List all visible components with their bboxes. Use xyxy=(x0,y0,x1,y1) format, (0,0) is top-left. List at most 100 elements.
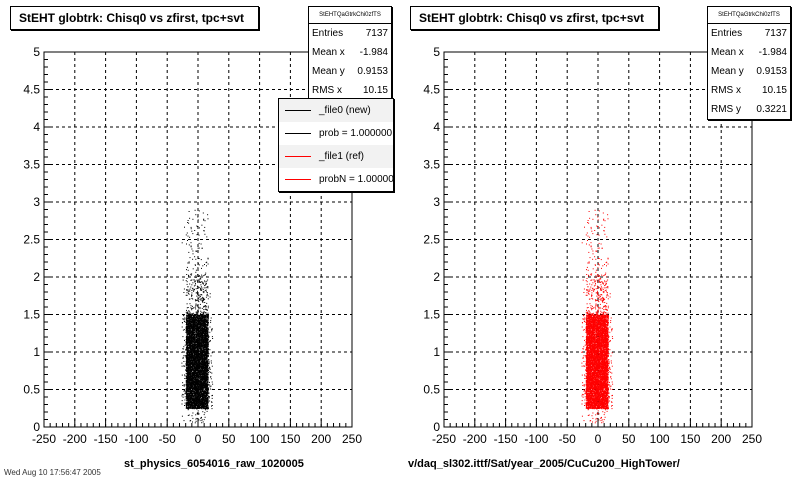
data-point xyxy=(201,365,203,367)
data-point xyxy=(183,292,185,293)
data-point xyxy=(207,402,209,404)
data-point xyxy=(203,326,205,328)
y-tick-label: 0.5 xyxy=(23,383,40,397)
data-point xyxy=(187,389,189,391)
data-point xyxy=(204,397,206,399)
data-point xyxy=(196,404,198,406)
data-point xyxy=(186,243,187,245)
data-point xyxy=(192,279,194,281)
data-point xyxy=(201,274,203,276)
data-point xyxy=(205,329,207,331)
data-point xyxy=(190,333,192,335)
data-point xyxy=(198,301,200,303)
data-point xyxy=(205,272,207,274)
data-point xyxy=(201,331,202,333)
data-point xyxy=(205,309,207,311)
data-point xyxy=(199,334,201,336)
data-point xyxy=(201,294,203,296)
data-point xyxy=(203,419,205,421)
data-point xyxy=(201,398,203,400)
data-point xyxy=(189,290,191,292)
data-point xyxy=(196,225,198,227)
data-point xyxy=(201,336,203,338)
data-point xyxy=(189,310,191,312)
data-point xyxy=(189,362,191,364)
data-point xyxy=(186,364,188,366)
data-point xyxy=(200,336,202,338)
data-point xyxy=(204,280,206,282)
data-point xyxy=(189,354,191,356)
data-point xyxy=(186,391,188,393)
y-tick-label: 1.5 xyxy=(23,308,40,322)
data-point xyxy=(199,403,201,405)
data-point xyxy=(191,248,193,250)
data-point xyxy=(186,344,188,346)
data-point xyxy=(206,400,208,402)
data-point xyxy=(193,332,195,334)
data-point xyxy=(201,327,203,329)
data-point xyxy=(186,351,188,353)
data-point xyxy=(188,379,190,381)
data-point xyxy=(202,289,204,290)
data-point xyxy=(181,403,183,405)
data-point xyxy=(186,383,188,385)
data-point xyxy=(184,405,185,406)
data-point xyxy=(206,364,208,366)
data-point xyxy=(198,370,199,372)
data-point xyxy=(194,354,196,356)
data-point xyxy=(183,389,185,390)
data-point xyxy=(187,379,188,381)
data-point xyxy=(194,329,196,331)
data-point xyxy=(197,310,199,312)
data-point xyxy=(199,382,201,384)
data-point xyxy=(206,328,208,330)
y-tick-label: 2.5 xyxy=(23,233,40,247)
data-point xyxy=(205,318,207,320)
data-point xyxy=(199,326,200,328)
data-point xyxy=(200,391,202,393)
data-point xyxy=(201,335,203,337)
data-point xyxy=(203,329,205,331)
x-tick-label: -200 xyxy=(63,432,87,446)
data-point xyxy=(201,357,203,359)
data-point xyxy=(189,373,191,375)
data-point xyxy=(201,321,202,323)
data-point xyxy=(197,349,199,351)
data-point xyxy=(191,313,193,315)
data-point xyxy=(194,209,196,211)
data-point xyxy=(182,382,184,384)
data-point xyxy=(184,392,186,394)
data-point xyxy=(203,348,205,350)
data-point xyxy=(186,303,188,305)
data-point xyxy=(209,386,211,388)
data-point xyxy=(184,374,186,376)
data-point xyxy=(205,315,207,317)
data-point xyxy=(206,361,207,363)
data-point xyxy=(191,376,193,378)
data-point xyxy=(188,289,190,291)
data-points xyxy=(181,209,214,424)
data-point xyxy=(197,219,199,221)
data-point xyxy=(208,336,210,338)
data-point xyxy=(207,365,209,367)
data-point xyxy=(185,321,187,323)
data-point xyxy=(187,289,189,291)
data-point xyxy=(187,354,189,356)
data-point xyxy=(184,226,185,228)
data-point xyxy=(196,387,198,389)
data-point xyxy=(196,379,198,381)
data-point xyxy=(187,320,189,322)
data-point xyxy=(187,329,189,331)
data-point xyxy=(198,406,200,408)
data-point xyxy=(181,362,183,364)
data-point xyxy=(204,358,206,360)
data-point xyxy=(205,379,207,381)
data-point xyxy=(197,342,199,344)
data-point xyxy=(187,349,189,351)
data-point xyxy=(187,343,189,345)
data-point xyxy=(200,294,202,295)
data-point xyxy=(192,385,194,387)
data-point xyxy=(206,340,208,342)
data-point xyxy=(197,372,199,374)
data-point xyxy=(206,359,208,361)
